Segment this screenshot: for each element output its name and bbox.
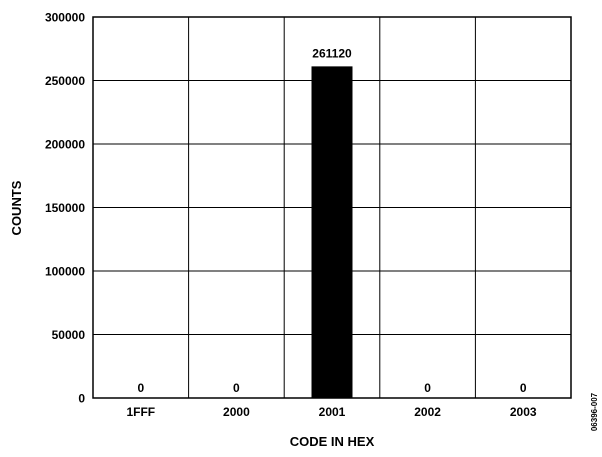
plot-frame — [92, 16, 572, 399]
figure-id-label: 06396-007 — [590, 392, 599, 431]
y-tick-labels: 0 50000 100000 150000 200000 250000 300000 — [45, 11, 85, 406]
y-tick-label: 150000 — [45, 201, 85, 215]
data-label: 0 — [137, 381, 144, 395]
y-tick-label: 100000 — [45, 265, 85, 279]
x-tick-label: 2002 — [414, 405, 441, 419]
y-tick-label: 300000 — [45, 11, 85, 25]
x-tick-label: 2000 — [223, 405, 250, 419]
y-tick-label: 0 — [78, 392, 85, 406]
x-tick-labels: 1FFF 2000 2001 2002 2003 — [126, 405, 536, 419]
bar-2001 — [311, 66, 353, 399]
x-tick-label: 1FFF — [126, 405, 155, 419]
x-axis-label: CODE IN HEX — [290, 434, 375, 449]
data-label: 0 — [520, 381, 527, 395]
x-tick-label: 2001 — [319, 405, 346, 419]
bar-layer — [311, 66, 353, 399]
data-label: 261120 — [312, 46, 352, 60]
y-tick-label: 250000 — [45, 74, 85, 88]
data-label: 0 — [424, 381, 431, 395]
y-tick-label: 200000 — [45, 138, 85, 152]
y-tick-label: 50000 — [52, 328, 86, 342]
data-label: 0 — [233, 381, 240, 395]
data-labels: 0 0 261120 0 0 — [137, 46, 526, 395]
x-tick-label: 2003 — [510, 405, 537, 419]
y-axis-label: COUNTS — [9, 180, 24, 235]
